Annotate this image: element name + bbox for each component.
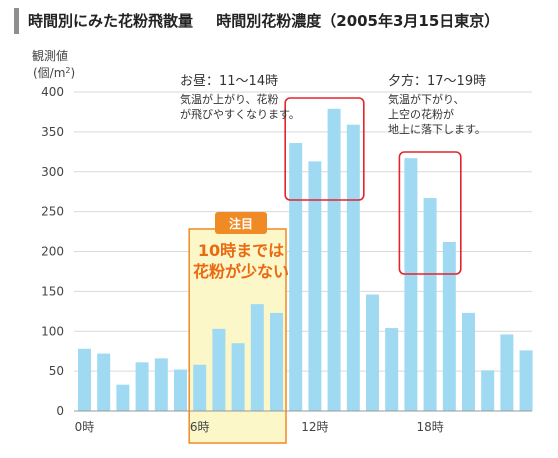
annotation-evening-line-1: 気温が下がり、 bbox=[388, 92, 465, 106]
annotation-midday-title: お昼：11〜14時 bbox=[180, 74, 278, 89]
bar-hour-16 bbox=[385, 328, 399, 411]
bar-hour-4 bbox=[154, 358, 168, 411]
bar-hour-1 bbox=[97, 353, 111, 411]
y-tick-label-150: 150 bbox=[41, 284, 64, 298]
annotation-midday-line-1: 気温が上がり、花粉 bbox=[180, 92, 279, 106]
bar-hour-20 bbox=[462, 312, 475, 411]
bar-hour-10 bbox=[270, 312, 283, 411]
annotation-evening-line-2: 上空の花粉が bbox=[388, 107, 454, 121]
bar-hour-23 bbox=[519, 350, 533, 411]
chart-subtitle: 時間別花粉濃度（2005年3月15日東京） bbox=[216, 12, 500, 30]
bar-hour-2 bbox=[116, 384, 130, 411]
bar-hour-13 bbox=[327, 108, 341, 411]
y-tick-label-50: 50 bbox=[49, 364, 64, 378]
annotation-evening-line-3: 地上に落下します。 bbox=[388, 123, 486, 136]
annotation-midday-line-2: が飛びやすくなります。 bbox=[180, 107, 300, 121]
bar-hour-21 bbox=[481, 370, 495, 411]
y-tick-label-100: 100 bbox=[41, 324, 64, 338]
bar-hour-12 bbox=[308, 161, 322, 411]
y-tick-label-0: 0 bbox=[56, 404, 64, 418]
bar-hour-7 bbox=[212, 328, 226, 411]
x-tick-label-18: 18時 bbox=[416, 420, 443, 434]
focus-badge-label: 注目 bbox=[229, 216, 253, 231]
bar-hour-8 bbox=[231, 343, 245, 411]
bar-hour-3 bbox=[135, 362, 149, 411]
y-tick-label-250: 250 bbox=[41, 205, 64, 219]
bar-series bbox=[78, 108, 533, 412]
annotation-evening-title: 夕方：17〜19時 bbox=[388, 73, 486, 89]
bar-hour-5 bbox=[174, 369, 187, 411]
bar-hour-15 bbox=[366, 294, 379, 411]
bar-hour-18 bbox=[423, 198, 437, 411]
focus-text-line-2: 花粉が少ない bbox=[193, 262, 289, 281]
x-tick-label-12: 12時 bbox=[301, 420, 328, 434]
bar-hour-9 bbox=[250, 304, 264, 411]
chart-title-bar: 時間別にみた花粉飛散量 時間別花粉濃度（2005年3月15日東京） bbox=[14, 8, 499, 34]
bar-hour-14 bbox=[346, 124, 360, 411]
callout-box-midday bbox=[284, 97, 365, 201]
y-axis-label: 観測値 bbox=[32, 48, 68, 63]
y-tick-label-400: 400 bbox=[41, 85, 64, 99]
y-axis-unit: (個/m2) bbox=[33, 66, 75, 80]
y-tick-label-200: 200 bbox=[41, 245, 64, 259]
chart-title: 時間別にみた花粉飛散量 bbox=[28, 12, 194, 30]
bar-hour-11 bbox=[289, 143, 303, 412]
callout-box-evening bbox=[398, 151, 462, 275]
bar-hour-17 bbox=[404, 158, 418, 411]
bar-hour-0 bbox=[78, 348, 91, 411]
bar-hour-6 bbox=[193, 364, 207, 411]
x-tick-label-0: 0時 bbox=[75, 420, 95, 434]
axes: 0 50 100 150 200 250 300 350 400 観測値 (個/m2) 0時 6時 12時… bbox=[32, 48, 532, 434]
focus-badge bbox=[215, 212, 267, 234]
y-tick-label-350: 350 bbox=[41, 125, 64, 139]
bar-hour-22 bbox=[500, 334, 514, 411]
bar-hour-19 bbox=[442, 241, 456, 411]
y-tick-label-300: 300 bbox=[41, 165, 64, 179]
focus-text-line-1: 10時までは bbox=[198, 241, 284, 260]
x-tick-label-6: 6時 bbox=[190, 420, 210, 434]
